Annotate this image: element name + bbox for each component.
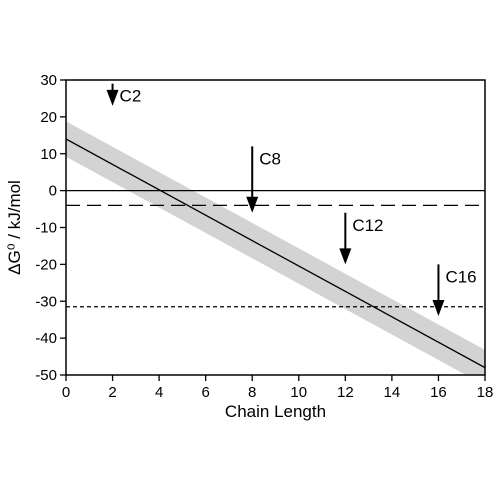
y-tick-label: -20 <box>35 256 57 273</box>
y-tick-label: -30 <box>35 293 57 310</box>
y-tick-label: 10 <box>40 146 57 163</box>
annotation-c8: C8 <box>246 146 281 213</box>
y-axis-title: ΔG⁰ / kJ/mol <box>5 180 24 275</box>
x-tick-label: 2 <box>108 384 116 401</box>
annotation-c2: C2 <box>106 83 142 106</box>
x-tick-label: 16 <box>430 384 447 401</box>
annotation-label: C2 <box>120 87 142 106</box>
x-tick-label: 18 <box>477 384 494 401</box>
y-tick-label: 20 <box>40 109 57 126</box>
y-tick-label: -40 <box>35 330 57 347</box>
x-tick-label: 4 <box>155 384 163 401</box>
x-axis-title: Chain Length <box>225 402 326 421</box>
annotation-arrow-head <box>339 248 352 265</box>
annotation-c16: C16 <box>432 264 477 316</box>
confidence-band-layer <box>66 121 485 375</box>
series-line-0 <box>66 138 485 369</box>
y-tick-label: 0 <box>49 183 57 200</box>
annotation-label: C8 <box>259 149 281 168</box>
x-tick-label: 0 <box>62 384 70 401</box>
annotation-arrow-head <box>432 300 445 316</box>
x-tick-label: 10 <box>290 384 307 401</box>
y-tick-label: -50 <box>35 367 57 384</box>
x-tick-label: 8 <box>248 384 256 401</box>
annotations-layer: C2 C8 C12 C16 <box>106 83 477 316</box>
y-tick-label: -10 <box>35 220 57 237</box>
annotation-c12: C12 <box>339 212 384 265</box>
x-tick-label: 14 <box>384 384 401 401</box>
x-tick-label: 6 <box>201 384 209 401</box>
series-layer <box>66 138 485 369</box>
annotation-label: C16 <box>445 267 476 286</box>
ticks-layer: 0 2 4 6 8 10 12 14 16 18 30 20 10 0 -10 -20 -30 -40 -50 <box>35 72 493 401</box>
y-tick-label: 30 <box>40 72 57 89</box>
annotation-label: C12 <box>352 216 383 235</box>
confidence-band <box>66 121 485 375</box>
annotation-arrow-head <box>246 196 259 213</box>
x-tick-label: 12 <box>337 384 354 401</box>
annotation-arrow-head <box>106 89 119 106</box>
reference-lines-layer <box>66 189 485 308</box>
